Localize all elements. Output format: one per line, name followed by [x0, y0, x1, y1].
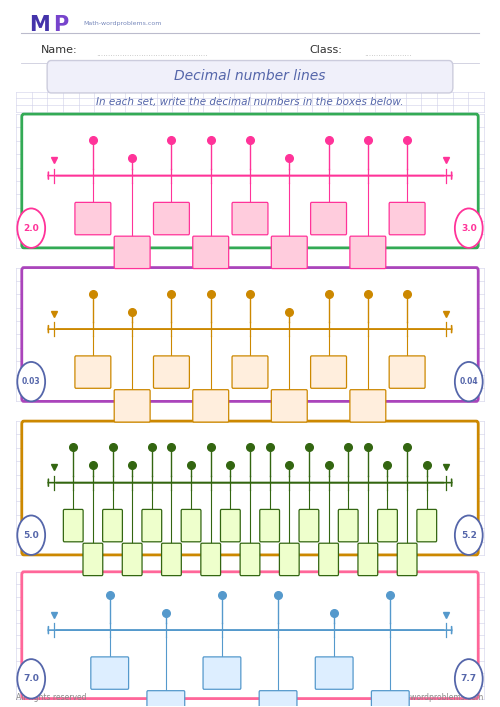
Text: ...............................................: ........................................… [96, 49, 208, 58]
FancyBboxPatch shape [147, 691, 184, 707]
Text: 7.0: 7.0 [24, 674, 39, 684]
FancyBboxPatch shape [91, 657, 128, 689]
FancyBboxPatch shape [122, 543, 142, 575]
FancyBboxPatch shape [181, 510, 201, 542]
FancyBboxPatch shape [193, 236, 228, 269]
FancyBboxPatch shape [310, 356, 346, 388]
FancyBboxPatch shape [47, 61, 453, 93]
FancyBboxPatch shape [372, 691, 409, 707]
FancyBboxPatch shape [22, 572, 478, 699]
FancyBboxPatch shape [22, 114, 478, 248]
FancyBboxPatch shape [378, 510, 398, 542]
FancyBboxPatch shape [397, 543, 417, 575]
FancyBboxPatch shape [358, 543, 378, 575]
Text: 2.0: 2.0 [24, 223, 39, 233]
FancyBboxPatch shape [310, 202, 346, 235]
FancyBboxPatch shape [350, 236, 386, 269]
Text: M: M [28, 16, 50, 35]
FancyBboxPatch shape [154, 202, 190, 235]
FancyBboxPatch shape [114, 236, 150, 269]
FancyBboxPatch shape [232, 202, 268, 235]
Circle shape [18, 515, 45, 555]
Circle shape [455, 659, 482, 699]
Text: Math-wordproblems.com: Math-wordproblems.com [388, 693, 484, 702]
FancyBboxPatch shape [162, 543, 182, 575]
FancyBboxPatch shape [299, 510, 319, 542]
FancyBboxPatch shape [114, 390, 150, 422]
FancyBboxPatch shape [272, 236, 307, 269]
FancyBboxPatch shape [280, 543, 299, 575]
FancyBboxPatch shape [102, 510, 122, 542]
FancyBboxPatch shape [260, 510, 280, 542]
FancyBboxPatch shape [232, 356, 268, 388]
Text: 0.04: 0.04 [460, 377, 478, 386]
Text: All rights reserved: All rights reserved [16, 693, 87, 702]
FancyBboxPatch shape [75, 202, 111, 235]
Text: 7.7: 7.7 [460, 674, 477, 684]
Circle shape [455, 515, 482, 555]
FancyBboxPatch shape [417, 510, 436, 542]
Circle shape [18, 659, 45, 699]
Circle shape [18, 209, 45, 248]
FancyBboxPatch shape [75, 356, 111, 388]
FancyBboxPatch shape [142, 510, 162, 542]
FancyBboxPatch shape [154, 356, 190, 388]
Text: 5.0: 5.0 [24, 531, 39, 539]
Circle shape [455, 209, 482, 248]
FancyBboxPatch shape [389, 202, 425, 235]
FancyBboxPatch shape [318, 543, 338, 575]
Text: Math-wordproblems.com: Math-wordproblems.com [84, 21, 162, 26]
FancyBboxPatch shape [64, 510, 83, 542]
Text: P: P [54, 16, 69, 35]
FancyBboxPatch shape [193, 390, 228, 422]
Text: Name:: Name: [41, 45, 78, 55]
FancyBboxPatch shape [389, 356, 425, 388]
Text: 0.03: 0.03 [22, 377, 40, 386]
FancyBboxPatch shape [22, 267, 478, 402]
Circle shape [18, 362, 45, 402]
Text: ....................: .................... [364, 49, 412, 58]
Circle shape [455, 362, 482, 402]
FancyBboxPatch shape [201, 543, 220, 575]
FancyBboxPatch shape [220, 510, 240, 542]
Text: Decimal number lines: Decimal number lines [174, 69, 326, 83]
FancyBboxPatch shape [240, 543, 260, 575]
FancyBboxPatch shape [22, 421, 478, 555]
FancyBboxPatch shape [316, 657, 353, 689]
FancyBboxPatch shape [203, 657, 241, 689]
Text: Class:: Class: [310, 45, 342, 55]
FancyBboxPatch shape [272, 390, 307, 422]
Text: In each set, write the decimal numbers in the boxes below.: In each set, write the decimal numbers i… [96, 97, 404, 107]
FancyBboxPatch shape [83, 543, 103, 575]
FancyBboxPatch shape [338, 510, 358, 542]
Text: 5.2: 5.2 [461, 531, 476, 539]
FancyBboxPatch shape [350, 390, 386, 422]
FancyBboxPatch shape [259, 691, 297, 707]
Text: 3.0: 3.0 [461, 223, 476, 233]
